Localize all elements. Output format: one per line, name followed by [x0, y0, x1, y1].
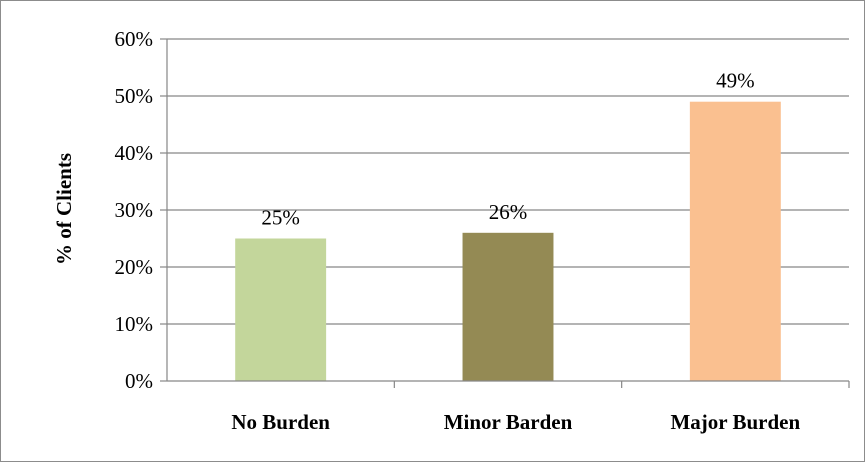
bar	[689, 101, 781, 381]
data-label: 25%	[261, 206, 300, 230]
category-label: Major Burden	[670, 410, 800, 434]
y-tick-label: 30%	[115, 198, 154, 222]
y-tick-label: 0%	[125, 369, 153, 393]
y-tick-label: 10%	[115, 312, 154, 336]
bar	[235, 238, 327, 381]
category-label: Minor Barden	[444, 410, 573, 434]
y-tick-label: 20%	[115, 255, 154, 279]
axes	[160, 38, 850, 388]
bars	[235, 101, 781, 381]
y-tick-label: 50%	[115, 84, 154, 108]
bar	[462, 232, 554, 381]
data-label: 49%	[716, 69, 755, 93]
category-label: No Burden	[231, 410, 330, 434]
data-label: 26%	[489, 200, 528, 224]
y-tick-label: 60%	[115, 27, 154, 51]
y-axis-title: % of Clients	[52, 153, 76, 265]
y-tick-label: 40%	[115, 141, 154, 165]
labels: 0% 10% 20% 30% 40% 50% 60% 25% No Burden 26% Minor…	[115, 27, 801, 434]
